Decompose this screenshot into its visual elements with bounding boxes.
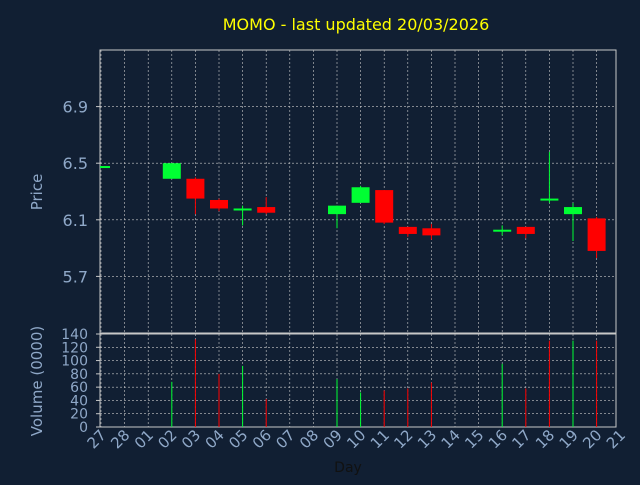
x-tick-label: 14 — [438, 426, 464, 452]
chart-title: MOMO - last updated 20/03/2026 — [223, 15, 490, 34]
x-tick-label: 06 — [249, 426, 275, 452]
candle-body — [540, 198, 559, 201]
x-tick-label: 10 — [343, 426, 369, 452]
x-tick-label: 15 — [461, 426, 487, 452]
x-tick-label: 13 — [414, 426, 440, 452]
candle-body — [100, 166, 110, 169]
price-tick-label: 6.1 — [63, 211, 88, 230]
x-tick-label: 04 — [202, 426, 228, 452]
price-grid — [100, 50, 616, 333]
volume-grid — [100, 334, 616, 427]
candle-body — [162, 163, 181, 179]
volume-tick-label: 140 — [61, 327, 88, 343]
x-tick-label: 11 — [367, 426, 393, 452]
candle-body — [564, 207, 582, 215]
volume-frame — [99, 333, 617, 428]
price-y-ticks: 5.7 6.1 6.5 6.9 — [63, 98, 100, 286]
volume-tick-label: 0 — [79, 420, 88, 436]
x-tick-label: 07 — [272, 426, 298, 452]
volume-tick-label: 40 — [70, 393, 88, 409]
x-tick-label: 21 — [603, 426, 629, 452]
candlestick-series — [100, 151, 606, 259]
x-tick-label: 18 — [532, 426, 558, 452]
price-tick-label: 5.7 — [63, 267, 88, 286]
x-axis-label: Day — [334, 460, 362, 476]
price-tick-label: 6.9 — [63, 98, 88, 117]
volume-tick-label: 120 — [61, 340, 88, 356]
x-tick-label: 05 — [225, 426, 251, 452]
candle-body — [422, 228, 441, 236]
x-axis-ticks: 2728010203040506070809101112131415161718… — [84, 426, 629, 452]
volume-tick-label: 80 — [70, 367, 88, 383]
candle-body — [257, 207, 276, 213]
x-tick-label: 20 — [579, 426, 605, 452]
candle-body — [186, 178, 205, 199]
x-tick-label: 08 — [296, 426, 322, 452]
x-tick-label: 12 — [390, 426, 416, 452]
volume-tick-label: 60 — [70, 380, 88, 396]
volume-tick-label: 20 — [70, 407, 88, 423]
x-tick-label: 01 — [131, 426, 157, 452]
x-tick-label: 03 — [178, 426, 204, 452]
volume-tick-label: 100 — [61, 354, 88, 370]
price-tick-label: 6.5 — [63, 154, 88, 173]
candle-body — [233, 208, 252, 211]
candle-body — [351, 187, 370, 203]
volume-axis-label: Volume (0000) — [28, 326, 46, 436]
x-tick-label: 17 — [508, 426, 534, 452]
candle-body — [328, 205, 346, 215]
candle-body — [493, 229, 512, 232]
price-panel: 5.7 6.1 6.5 6.9 Price — [28, 49, 617, 334]
price-frame — [99, 49, 617, 334]
x-tick-label: 16 — [485, 426, 511, 452]
x-tick-label: 09 — [320, 426, 346, 452]
candle-body — [210, 199, 228, 209]
x-tick-label: 02 — [154, 426, 180, 452]
x-tick-label: 19 — [556, 426, 582, 452]
price-axis-label: Price — [28, 174, 46, 211]
candle-body — [375, 190, 394, 223]
candle-body — [398, 226, 417, 234]
x-tick-label: 28 — [107, 426, 133, 452]
candle-body — [516, 226, 535, 234]
candle-body — [587, 218, 606, 251]
volume-series — [171, 339, 598, 427]
